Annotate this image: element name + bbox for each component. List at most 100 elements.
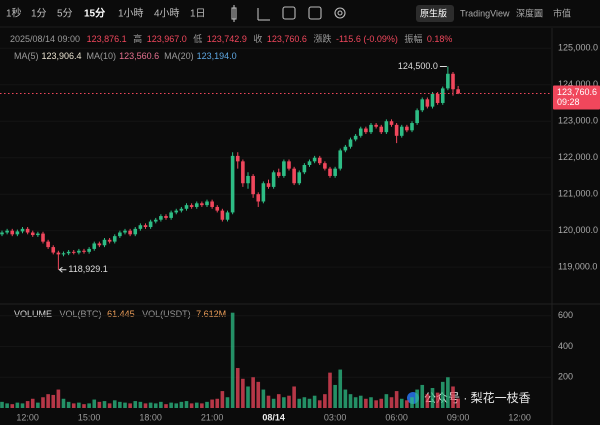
candle-body bbox=[348, 139, 353, 147]
candle-body bbox=[374, 124, 378, 127]
candle-body bbox=[174, 210, 179, 213]
last-price-box bbox=[553, 85, 600, 110]
volume-bar bbox=[410, 397, 414, 408]
candle-body bbox=[440, 88, 445, 103]
volume-label: VOL(BTC) bbox=[60, 309, 102, 319]
interval-button[interactable]: 4小時 bbox=[154, 8, 180, 20]
candle-body bbox=[420, 99, 425, 111]
candle-body bbox=[87, 248, 91, 252]
volume-bar bbox=[399, 398, 404, 408]
y-tick-label: 125,000.0 bbox=[558, 43, 598, 53]
candle-body bbox=[215, 206, 220, 211]
volume-bar bbox=[261, 389, 266, 408]
volume-bar bbox=[241, 378, 245, 408]
x-tick-label: 12:00 bbox=[508, 412, 531, 422]
x-tick-label: 06:00 bbox=[385, 412, 408, 422]
x-tick-label: 09:00 bbox=[447, 412, 470, 422]
candle-body bbox=[164, 216, 168, 218]
interval-button[interactable]: 1日 bbox=[190, 9, 206, 20]
volume-bar bbox=[41, 397, 45, 408]
interval-button[interactable]: 5分 bbox=[57, 8, 73, 20]
candle-body bbox=[143, 225, 148, 228]
volume-bar bbox=[230, 312, 235, 408]
view-button[interactable]: TradingView bbox=[460, 8, 510, 18]
candle-body bbox=[25, 228, 30, 233]
ma-name: MA(10) bbox=[87, 51, 117, 61]
draw-icon[interactable] bbox=[282, 6, 296, 20]
volume-bar bbox=[153, 403, 158, 408]
candle-body bbox=[364, 128, 368, 133]
candle-body bbox=[256, 194, 261, 202]
candle-body bbox=[333, 168, 337, 176]
x-tick-label: 08/14 bbox=[262, 412, 285, 422]
volume-bar bbox=[415, 389, 419, 408]
view-button-bg[interactable] bbox=[416, 5, 454, 22]
legend-date: 2025/08/14 09:00 bbox=[10, 34, 80, 44]
volume-bar bbox=[138, 401, 143, 408]
ma-value: 123,560.6 bbox=[119, 51, 159, 61]
legend-change: -115.6 (-0.09%) bbox=[336, 34, 398, 44]
volume-bar bbox=[323, 394, 327, 408]
volume-bar bbox=[307, 398, 312, 408]
candle-body bbox=[292, 168, 296, 184]
ma-legend: MA(5) 123,906.4 MA(10) 123,560.6 MA(20) 123,1… bbox=[14, 51, 237, 61]
candle-body bbox=[261, 183, 266, 202]
settings-icon-center[interactable] bbox=[337, 10, 343, 16]
volume-bar bbox=[5, 403, 9, 408]
volume-bar bbox=[179, 401, 184, 408]
low-annotation: 118,929.1 bbox=[68, 264, 107, 274]
volume-bar bbox=[102, 401, 107, 408]
legend-close: 123,760.6 bbox=[267, 34, 307, 44]
candle-body bbox=[138, 225, 143, 229]
volume-bar bbox=[123, 402, 127, 408]
volume-bar bbox=[369, 397, 373, 408]
settings-icon[interactable] bbox=[334, 7, 346, 19]
view-button[interactable]: 原生版 bbox=[420, 7, 447, 18]
candle-body bbox=[153, 219, 158, 222]
volume-bar bbox=[159, 401, 163, 408]
volume-bar bbox=[15, 402, 20, 408]
volume-tick-label: 200 bbox=[558, 372, 573, 382]
candle-body bbox=[241, 161, 245, 184]
candle-body bbox=[399, 126, 404, 136]
volume-bar bbox=[174, 403, 179, 408]
legend-open: 123,876.1 bbox=[87, 34, 127, 44]
candle-body bbox=[194, 203, 199, 207]
candle-body bbox=[446, 73, 450, 89]
candle-body bbox=[71, 251, 76, 253]
x-tick-label: 03:00 bbox=[324, 412, 347, 422]
volume-bar bbox=[51, 394, 56, 408]
volume-bar bbox=[302, 397, 307, 408]
volume-bar bbox=[210, 399, 214, 408]
candle-body bbox=[205, 201, 209, 206]
volume-bar bbox=[358, 395, 363, 408]
volume-bar bbox=[30, 398, 35, 408]
view-button[interactable]: 深度圖 bbox=[516, 7, 543, 18]
candle-body bbox=[338, 150, 343, 169]
interval-button[interactable]: 15分 bbox=[84, 7, 105, 20]
candle-body bbox=[317, 157, 322, 164]
toolbar-icons[interactable] bbox=[231, 5, 346, 22]
high-annotation: 124,500.0 bbox=[398, 61, 438, 71]
volume-bar bbox=[10, 404, 15, 408]
view-button[interactable]: 市值 bbox=[553, 7, 571, 18]
volume-title: VOLUME bbox=[14, 309, 52, 319]
interval-button[interactable]: 1分 bbox=[31, 8, 47, 20]
legend-high: 123,967.0 bbox=[147, 34, 187, 44]
volume-bar bbox=[61, 398, 66, 408]
volume-bar bbox=[20, 403, 25, 408]
candle-body bbox=[297, 172, 302, 184]
volume-bar bbox=[379, 398, 384, 408]
screenshot-icon[interactable] bbox=[308, 6, 322, 20]
interval-button[interactable]: 1小時 bbox=[118, 8, 144, 20]
ma-value: 123,194.0 bbox=[197, 51, 237, 61]
candle-body bbox=[118, 232, 122, 237]
low-arrow bbox=[58, 266, 63, 273]
volume-bar bbox=[440, 381, 445, 408]
interval-button[interactable]: 1秒 bbox=[6, 7, 22, 20]
candle-body bbox=[97, 243, 102, 246]
y-tick-label: 124,000.0 bbox=[558, 79, 598, 89]
candle-body bbox=[276, 172, 281, 176]
candle-body bbox=[405, 126, 409, 131]
